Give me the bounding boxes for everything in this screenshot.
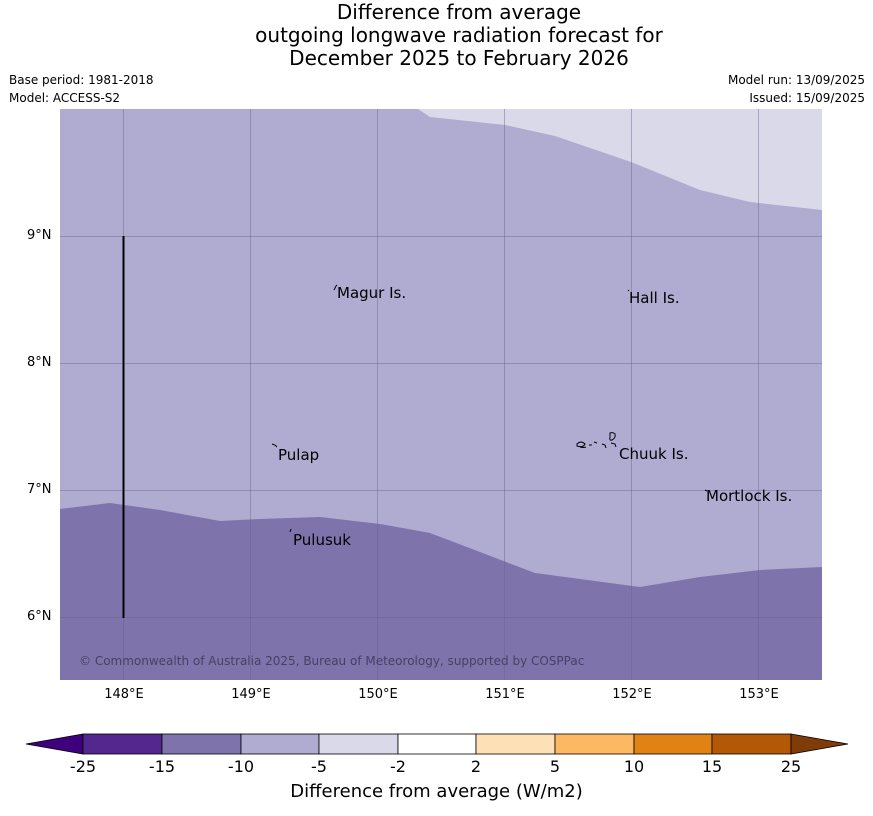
colorbar xyxy=(25,733,849,755)
colorbar-tick-2: -15 xyxy=(148,757,176,776)
colorbar-tick-1: -25 xyxy=(69,757,97,776)
colorbar-segment-4 xyxy=(318,733,399,755)
chuuk-island-shapes xyxy=(576,432,617,449)
lon-label-149e: 149°E xyxy=(231,687,271,702)
place-label-hall: Hall Is. xyxy=(629,289,680,307)
colorbar-title: Difference from average (W/m2) xyxy=(290,781,583,802)
lon-label-150e: 150°E xyxy=(358,687,398,702)
colorbar-tick-9: 15 xyxy=(701,757,723,776)
colorbar-extend-low xyxy=(25,733,84,755)
colorbar-tick-7: 5 xyxy=(549,757,561,776)
lat-label-8n: 8°N xyxy=(27,355,52,370)
hall-island-shape xyxy=(627,289,630,292)
place-label-chuuk: Chuuk Is. xyxy=(619,445,689,463)
model-name: Model: ACCESS-S2 xyxy=(9,91,121,105)
anomaly-band-minus5-to-minus2 xyxy=(418,109,822,210)
lon-label-152e: 152°E xyxy=(612,687,652,702)
island-outlines xyxy=(271,284,708,533)
colorbar-segment-2 xyxy=(161,733,242,755)
place-label-pulusuk: Pulusuk xyxy=(293,531,351,549)
colorbar-tick-3: -10 xyxy=(227,757,255,776)
lat-label-6n: 6°N xyxy=(27,609,52,624)
copyright-notice: © Commonwealth of Australia 2025, Bureau… xyxy=(79,654,585,668)
colorbar-tick-8: 10 xyxy=(623,757,645,776)
lon-label-151e: 151°E xyxy=(485,687,525,702)
colorbar-segment-1 xyxy=(82,733,163,755)
model-run: Model run: 13/09/2025 xyxy=(727,73,865,87)
magur-island-shape xyxy=(333,284,338,291)
colorbar-tick-10: 25 xyxy=(780,757,802,776)
colorbar-tick-4: -5 xyxy=(311,757,327,776)
lat-label-7n: 7°N xyxy=(27,482,52,497)
title-line-1: Difference from average xyxy=(336,0,582,24)
colorbar-segment-7 xyxy=(554,733,635,755)
map-title: Difference from average outgoing longwav… xyxy=(0,1,873,70)
title-line-3: December 2025 to February 2026 xyxy=(289,46,629,70)
colorbar-segment-9 xyxy=(711,733,792,755)
title-line-2: outgoing longwave radiation forecast for xyxy=(255,23,663,47)
colorbar-segment-8 xyxy=(633,733,713,755)
place-label-magur: Magur Is. xyxy=(337,284,407,302)
lon-label-153e: 153°E xyxy=(739,687,779,702)
colorbar-tick-6: 2 xyxy=(470,757,482,776)
meta-left: Base period: 1981-2018 Model: ACCESS-S2 xyxy=(9,71,154,107)
place-label-mortlock: Mortlock Is. xyxy=(706,487,793,505)
pulusuk-island-shape xyxy=(289,528,292,533)
meta-right: Model run: 13/09/2025 Issued: 15/09/2025 xyxy=(728,71,865,107)
pulap-island-shape xyxy=(271,443,278,448)
base-period: Base period: 1981-2018 xyxy=(9,73,154,87)
colorbar-segment-6 xyxy=(475,733,556,755)
lon-label-148e: 148°E xyxy=(104,687,144,702)
mortlock-island-shape xyxy=(704,489,708,492)
colorbar-tick-5: -2 xyxy=(390,757,406,776)
place-label-pulap: Pulap xyxy=(278,446,320,464)
colorbar-segment-5 xyxy=(397,733,477,755)
issued-date: Issued: 15/09/2025 xyxy=(749,91,865,105)
colorbar-segment-3 xyxy=(240,733,320,755)
colorbar-extend-high xyxy=(790,733,849,755)
lat-label-9n: 9°N xyxy=(27,228,52,243)
